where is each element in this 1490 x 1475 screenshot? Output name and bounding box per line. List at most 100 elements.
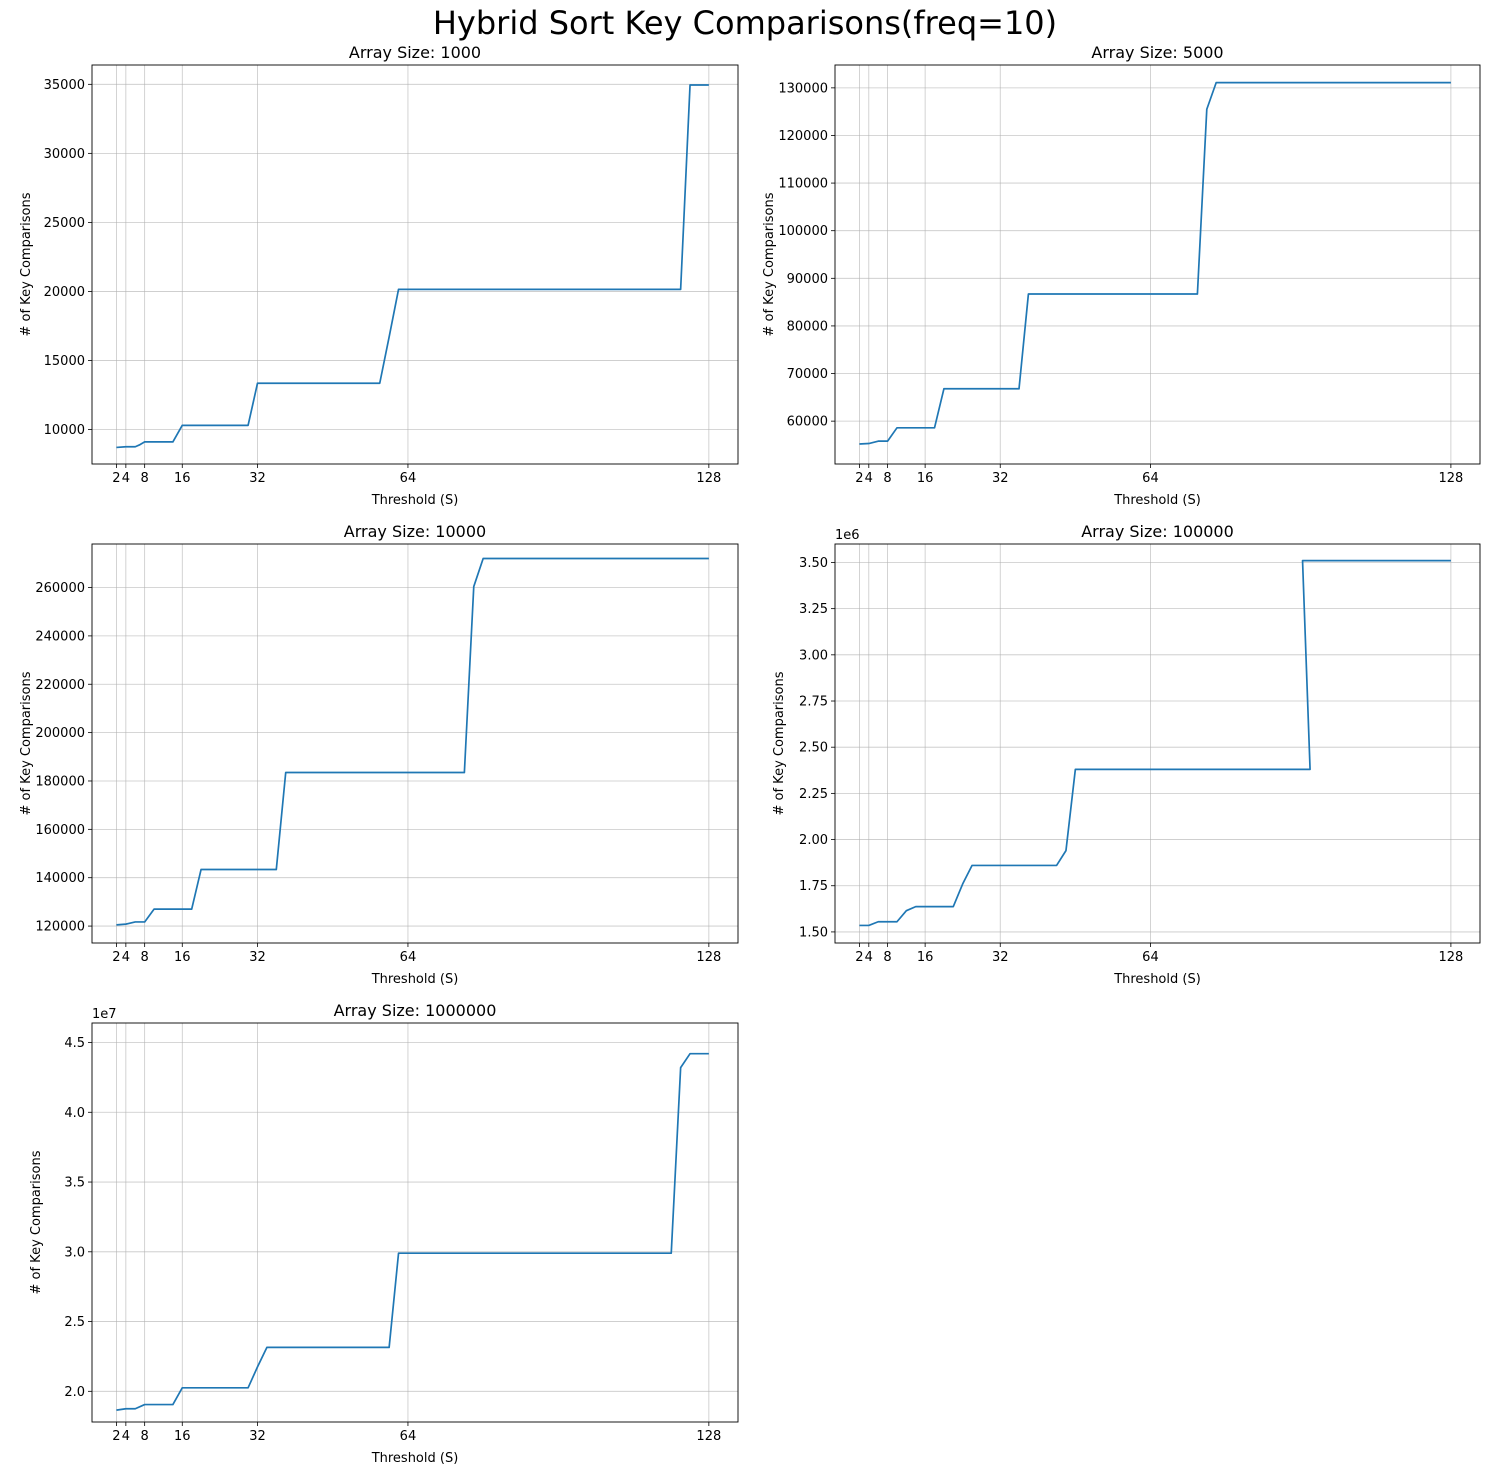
x-tick-label: 64	[400, 950, 417, 965]
y-tick-label: 35000	[44, 78, 85, 93]
y-tick-label: 110000	[778, 177, 828, 192]
y-tick-label: 2.25	[799, 787, 828, 802]
axes-frame	[91, 1022, 739, 1423]
x-tick-label: 128	[1438, 950, 1463, 965]
y-axis-label: # of Key Comparisons	[772, 671, 787, 815]
x-tick-label: 128	[696, 471, 721, 486]
subplot-5: 2 4 8 16 32 64 128 2.0 2.5 3.0 3.5 4.0 4.5 Array Size…	[29, 1001, 739, 1466]
x-tick-label: 4	[122, 471, 130, 486]
x-tick-label: 16	[174, 1429, 191, 1444]
x-tick-label: 2	[855, 471, 863, 486]
y-tick-label: 3.00	[799, 648, 828, 663]
y-tick-label: 2.0	[64, 1385, 85, 1400]
x-tick-label: 8	[883, 471, 891, 486]
axes-frame	[834, 543, 1481, 944]
series-line	[859, 81, 1451, 445]
x-tick-label: 32	[992, 471, 1009, 486]
y-tick-label: 160000	[35, 823, 85, 838]
y-tick-label: 2.00	[799, 833, 828, 848]
y-tick-label: 2.50	[799, 741, 828, 756]
y-axis-label: # of Key Comparisons	[29, 1150, 44, 1294]
x-tick-label: 64	[1142, 471, 1159, 486]
x-tick-label: 16	[174, 471, 191, 486]
y-tick-label: 1.75	[799, 879, 828, 894]
y-tick-label: 1.50	[799, 925, 828, 940]
series-line	[116, 84, 709, 449]
x-tick-label: 128	[1438, 471, 1463, 486]
x-tick-label: 2	[855, 950, 863, 965]
subplot-title: Array Size: 1000	[349, 43, 481, 62]
axes-frame	[91, 64, 739, 465]
y-tick-label: 80000	[787, 319, 828, 334]
y-tick-label: 240000	[35, 629, 85, 644]
y-tick-label: 4.5	[64, 1036, 85, 1051]
x-tick-label: 4	[122, 950, 130, 965]
y-axis-label: # of Key Comparisons	[19, 192, 34, 336]
subplot-title: Array Size: 10000	[344, 522, 486, 541]
x-tick-label: 4	[865, 471, 873, 486]
y-tick-label: 2.5	[64, 1315, 85, 1330]
axes-frame	[834, 64, 1481, 465]
y-tick-label: 3.0	[64, 1245, 85, 1260]
y-offset-label: 1e7	[92, 1007, 117, 1022]
y-tick-label: 90000	[787, 272, 828, 287]
x-tick-label: 4	[865, 950, 873, 965]
series-line	[116, 557, 709, 926]
x-tick-label: 2	[112, 950, 120, 965]
y-tick-label: 3.25	[799, 602, 828, 617]
axes-frame	[91, 543, 739, 944]
subplot-title: Array Size: 100000	[1081, 522, 1234, 541]
y-axis-label: # of Key Comparisons	[762, 192, 777, 336]
y-tick-label: 70000	[787, 367, 828, 382]
x-tick-label: 32	[249, 1429, 266, 1444]
y-tick-label: 130000	[778, 81, 828, 96]
subplot-3: 2 4 8 16 32 64 128 120000 140000 160000 180000 2000…	[19, 522, 739, 987]
subplot-2: 2 4 8 16 32 64 128 60000 70000 80000 90000 100000 11…	[762, 43, 1481, 508]
x-tick-label: 16	[174, 950, 191, 965]
x-axis-label: Threshold (S)	[1113, 972, 1201, 987]
y-tick-label: 120000	[35, 920, 85, 935]
x-tick-label: 8	[141, 471, 149, 486]
subplot-1: 2 4 8 16 32 64 128 10000 15000 20000 25000 30000 350…	[19, 43, 739, 508]
y-tick-label: 3.50	[799, 556, 828, 571]
x-axis-label: Threshold (S)	[371, 493, 459, 508]
y-tick-label: 2.75	[799, 695, 828, 710]
subplot-title: Array Size: 5000	[1091, 43, 1223, 62]
y-tick-label: 3.5	[64, 1176, 85, 1191]
x-axis-label: Threshold (S)	[1113, 493, 1201, 508]
x-axis-label: Threshold (S)	[371, 1451, 459, 1466]
y-tick-label: 200000	[35, 726, 85, 741]
subplot-4: 2 4 8 16 32 64 128 1.50 1.75 2.00 2.25 2.50 2.75 3.00…	[772, 522, 1481, 987]
y-axis-label: # of Key Comparisons	[19, 671, 34, 815]
y-tick-label: 15000	[44, 354, 85, 369]
y-tick-label: 25000	[44, 216, 85, 231]
x-tick-label: 16	[917, 950, 934, 965]
x-tick-label: 2	[112, 1429, 120, 1444]
x-tick-label: 64	[400, 1429, 417, 1444]
x-tick-label: 8	[141, 950, 149, 965]
x-tick-label: 4	[122, 1429, 130, 1444]
x-tick-label: 32	[992, 950, 1009, 965]
y-tick-label: 260000	[35, 581, 85, 596]
y-tick-label: 20000	[44, 285, 85, 300]
x-tick-label: 2	[112, 471, 120, 486]
y-tick-label: 4.0	[64, 1106, 85, 1121]
x-tick-label: 64	[1142, 950, 1159, 965]
x-tick-label: 16	[917, 471, 934, 486]
y-tick-label: 120000	[778, 129, 828, 144]
y-tick-label: 10000	[44, 423, 85, 438]
x-tick-label: 128	[696, 1429, 721, 1444]
x-tick-label: 8	[141, 1429, 149, 1444]
x-tick-label: 128	[696, 950, 721, 965]
y-tick-label: 180000	[35, 774, 85, 789]
y-tick-label: 140000	[35, 871, 85, 886]
x-tick-label: 32	[249, 471, 266, 486]
y-tick-label: 220000	[35, 678, 85, 693]
x-axis-label: Threshold (S)	[371, 972, 459, 987]
y-offset-label: 1e6	[835, 528, 860, 543]
series-line	[859, 559, 1451, 927]
subplot-title: Array Size: 1000000	[334, 1001, 497, 1020]
y-tick-label: 100000	[778, 224, 828, 239]
y-tick-label: 60000	[787, 415, 828, 430]
